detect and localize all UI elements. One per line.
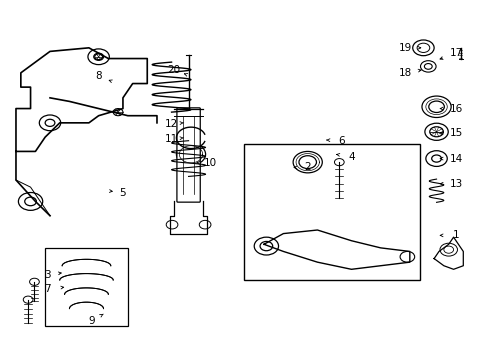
Text: 13: 13 xyxy=(448,179,462,189)
Text: 17: 17 xyxy=(448,48,462,58)
Text: 19: 19 xyxy=(398,43,411,53)
Text: 9: 9 xyxy=(88,316,95,326)
Text: 3: 3 xyxy=(44,270,51,280)
Text: 20: 20 xyxy=(167,65,180,75)
Text: 1: 1 xyxy=(452,230,458,240)
Text: 5: 5 xyxy=(120,188,126,198)
Text: 14: 14 xyxy=(448,154,462,163)
Text: 12: 12 xyxy=(164,118,178,129)
Text: 6: 6 xyxy=(338,136,345,146)
Text: 10: 10 xyxy=(203,158,217,168)
Text: 15: 15 xyxy=(448,128,462,138)
Text: 18: 18 xyxy=(398,68,411,78)
Bar xyxy=(244,144,419,280)
Text: 7: 7 xyxy=(44,284,51,294)
Text: 4: 4 xyxy=(347,152,354,162)
Text: 11: 11 xyxy=(164,134,178,144)
Bar xyxy=(45,248,127,327)
FancyBboxPatch shape xyxy=(177,108,200,202)
Text: 8: 8 xyxy=(95,71,102,81)
Text: 16: 16 xyxy=(448,104,462,113)
Text: 2: 2 xyxy=(304,162,310,172)
